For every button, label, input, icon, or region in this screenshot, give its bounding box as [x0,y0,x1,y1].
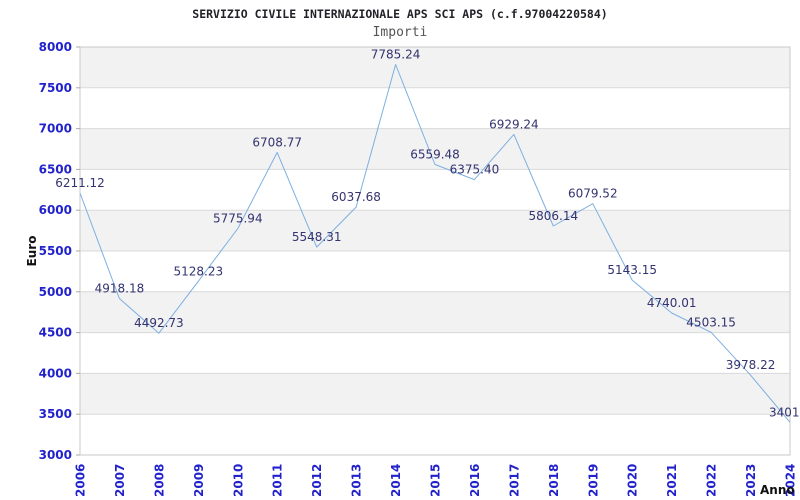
plot-band [80,291,790,333]
value-label: 6708.77 [252,135,302,149]
value-label: 7785.24 [371,48,421,62]
value-label: 4492.73 [134,316,184,330]
data-line [79,64,791,423]
x-tick-label: 2020 [626,464,640,497]
x-tick-label: 2010 [231,464,245,497]
value-label: 6929.24 [489,117,539,131]
value-label: 5775.94 [213,211,263,225]
x-tick-label: 2014 [389,464,403,497]
y-tick-label: 7500 [39,81,72,95]
value-label: 3401.2 [769,405,800,419]
y-tick-label: 8000 [39,40,72,54]
plot-band [80,128,790,170]
y-tick-label: 5000 [39,285,72,299]
value-label: 5548.31 [292,230,342,244]
y-tick-label: 3000 [39,448,72,462]
x-tick-label: 2022 [705,464,719,497]
plot-band [80,373,790,415]
value-label: 4503.15 [686,315,736,329]
value-label: 6211.12 [55,176,105,190]
x-axis-title: Anno [760,483,795,497]
y-tick-label: 4500 [39,326,72,340]
y-tick-label: 7000 [39,122,72,136]
chart-subtitle: Importi [372,25,428,40]
x-tick-label: 2016 [468,464,482,497]
y-tick-label: 4000 [39,366,72,380]
x-tick-label: 2011 [271,464,285,497]
value-label: 6037.68 [331,190,381,204]
x-tick-label: 2024 [784,464,798,497]
x-tick-label: 2007 [113,464,127,497]
x-tick-label: 2019 [586,464,600,497]
y-tick-label: 5500 [39,244,72,258]
x-tick-label: 2017 [507,464,521,497]
value-label: 5128.23 [174,264,224,278]
plot-band [80,210,790,251]
x-tick-label: 2021 [665,464,679,497]
y-tick-label: 6500 [39,162,72,176]
x-tick-label: 2018 [547,464,561,497]
x-tick-label: 2015 [429,464,443,497]
value-label: 5143.15 [607,263,657,277]
x-tick-label: 2013 [350,464,364,497]
chart-title: SERVIZIO CIVILE INTERNAZIONALE APS SCI A… [192,7,608,21]
value-label: 4918.18 [95,281,145,295]
x-tick-label: 2012 [310,464,324,497]
value-label: 4740.01 [647,296,697,310]
value-label: 5806.14 [529,209,579,223]
value-label: 6375.40 [450,163,500,177]
y-tick-label: 6000 [39,203,72,217]
y-tick-label: 3500 [39,407,72,421]
value-label: 6559.48 [410,148,460,162]
plot-band [80,47,790,88]
x-tick-label: 2006 [74,464,88,497]
x-tick-label: 2009 [192,464,206,497]
y-axis-title: Euro [25,235,39,267]
x-tick-label: 2008 [152,464,166,497]
value-label: 6079.52 [568,187,618,201]
value-label: 3978.22 [726,358,776,372]
x-tick-label: 2023 [744,464,758,497]
